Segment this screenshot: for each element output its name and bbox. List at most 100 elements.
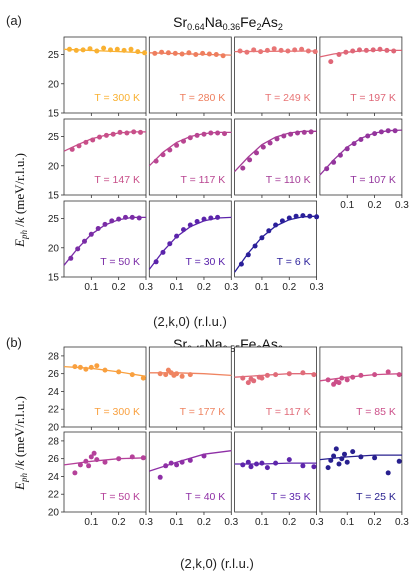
y-tick-label: 20 [48,161,60,172]
data-point [301,129,307,135]
data-point [336,461,342,467]
data-point [358,137,364,142]
data-point [174,233,180,239]
data-point [392,128,398,134]
data-point [240,375,246,381]
y-tick-label: 20 [48,79,60,90]
data-point [152,50,158,56]
data-point [167,241,173,247]
subplot: T = 117 K [234,346,318,430]
x-tick-label: 0.2 [368,517,382,528]
x-tick-label: 0.1 [84,282,98,293]
x-tick-label: 0.3 [395,517,409,528]
x-axis-label: (2,k,0) (r.l.u.) [153,314,227,329]
data-point [331,453,337,459]
data-point [187,222,193,228]
data-point [385,128,391,134]
y-tick-label: 26 [48,454,60,465]
x-tick-label: 0.1 [255,517,269,528]
data-point [201,216,207,222]
data-point [308,129,314,135]
temperature-label: T = 30 K [186,256,226,268]
data-point [286,371,292,377]
data-point [240,462,246,468]
chart-block: (a) Sr0.64Na0.36Fe2As2 Eph /k (meV/r.l.u.)… [6,13,409,329]
data-point [372,372,378,378]
data-point [215,214,221,220]
data-point [163,463,169,469]
data-point [251,378,257,384]
subplot: T = 30 K 0.1 0.2 0.3 [148,200,239,293]
data-point [116,456,122,462]
data-point [200,50,206,56]
temperature-label: T = 6 K [277,256,311,268]
data-point [187,457,193,463]
data-point [83,458,89,464]
subplot-frame [148,431,232,513]
subplot: T = 197 K [319,36,403,116]
data-point [69,146,75,152]
temperature-label: T = 40 K [186,491,226,503]
subplot-frame [63,200,147,278]
data-point [179,459,185,465]
data-point [136,215,142,221]
y-tick-label: 24 [48,387,60,398]
temperature-label: T = 25 K [356,491,396,503]
data-point [117,129,123,135]
data-point [363,47,369,53]
data-point [87,46,93,52]
data-point [328,59,334,65]
subplot: T = 300 K 20 22 24 26 28 [48,346,147,434]
x-tick-label: 0.1 [340,200,354,211]
x-tick-label: 0.1 [170,517,184,528]
data-point [114,46,120,52]
data-point [333,446,339,452]
data-point [286,457,292,463]
data-point [271,46,277,52]
data-point [222,131,227,137]
y-tick-label: 25 [48,214,60,225]
data-point [123,214,128,220]
subplot: T = 35 K 0.1 0.2 0.3 [234,431,324,528]
data-point [110,131,116,137]
x-tick-label: 0.2 [197,517,211,528]
x-tick-label: 0.1 [84,517,98,528]
data-point [208,215,214,221]
x-tick-label: 0.3 [310,282,324,293]
data-point [328,457,334,463]
x-tick-label: 0.1 [255,282,269,293]
data-point [312,49,318,55]
data-point [186,50,192,56]
subplot: T = 50 K 20 22 24 26 28 0.1 0.2 0.3 [48,431,153,528]
temperature-label: T = 50 K [100,256,140,268]
data-point [102,367,108,373]
data-point [237,48,243,54]
chart-title: Sr0.64Na0.36Fe2As2 [173,14,283,32]
data-point [187,372,193,378]
data-point [220,53,226,59]
data-point [325,465,331,471]
data-point [251,47,257,53]
y-tick-label: 25 [48,50,60,61]
x-tick-label: 0.3 [139,282,153,293]
data-point [174,142,180,148]
subplot: T = 25 K 0.1 0.2 0.3 [319,431,409,528]
temperature-label: T = 147 K [94,174,140,186]
subplot: T = 50 K 15 20 25 0.1 0.2 0.3 [48,200,153,293]
temperature-label: T = 117 K [180,174,225,186]
data-point [343,49,349,55]
data-point [131,129,137,135]
data-point [208,130,214,136]
data-point [140,375,146,381]
temperature-label: T = 35 K [271,491,311,503]
temperature-label: T = 85 K [356,406,396,418]
data-point [278,47,284,53]
data-point [73,47,79,53]
data-point [193,52,199,57]
data-point [264,372,270,378]
x-tick-label: 0.3 [139,517,153,528]
data-point [305,48,311,54]
data-point [259,460,265,466]
data-point [286,215,292,221]
data-point [108,47,113,53]
